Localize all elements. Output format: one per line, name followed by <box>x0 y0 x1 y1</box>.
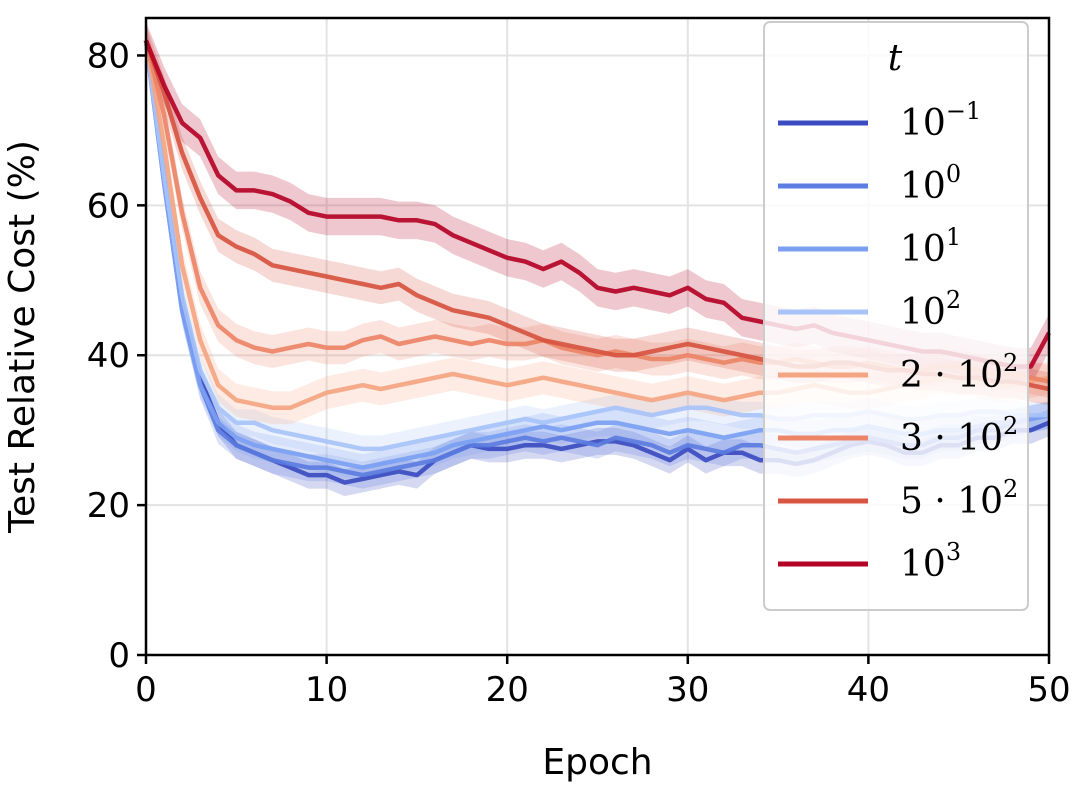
legend-label-base: 10 <box>900 103 946 144</box>
legend-item-7: 103 <box>778 538 961 585</box>
legend-label-exponent: 2 <box>1003 475 1018 503</box>
legend-label-base: 2 · 10 <box>900 355 1003 396</box>
legend-item-2: 101 <box>778 223 961 270</box>
legend-label: 102 <box>900 286 961 333</box>
legend-label-base: 10 <box>900 229 946 270</box>
legend-label-base: 10 <box>900 166 946 207</box>
legend-label: 100 <box>900 160 961 207</box>
legend-item-0: 10−1 <box>778 97 981 144</box>
x-tick-label: 20 <box>486 670 529 710</box>
y-axis-ticks: 0 20 40 60 80 <box>87 36 146 676</box>
legend-item-4: 2 · 102 <box>778 349 1018 396</box>
legend-box <box>763 21 1029 611</box>
x-tick-label: 10 <box>305 670 348 710</box>
legend-label-exponent: 2 <box>946 286 961 314</box>
legend-label-exponent: 1 <box>946 223 961 251</box>
legend-item-3: 102 <box>778 286 961 333</box>
y-tick-label: 60 <box>87 186 130 226</box>
x-axis-label: Epoch <box>542 742 652 783</box>
x-tick-label: 30 <box>666 670 709 710</box>
legend-label: 101 <box>900 223 961 270</box>
legend-item-1: 100 <box>778 160 961 207</box>
legend-label-exponent: 0 <box>946 160 961 188</box>
legend-item-5: 3 · 102 <box>778 412 1018 459</box>
legend-label-exponent: 3 <box>946 538 961 566</box>
legend-label-exponent: 2 <box>1003 349 1018 377</box>
legend-title: t <box>888 38 903 79</box>
x-tick-label: 0 <box>135 670 157 710</box>
legend-label-base: 10 <box>900 292 946 333</box>
x-tick-label: 40 <box>847 670 890 710</box>
legend-item-6: 5 · 102 <box>778 475 1018 522</box>
x-tick-label: 50 <box>1027 670 1070 710</box>
legend-label: 103 <box>900 538 961 585</box>
legend-label-exponent: −1 <box>946 97 981 125</box>
legend-label-base: 10 <box>900 544 946 585</box>
legend-label-exponent: 2 <box>1003 412 1018 440</box>
y-tick-label: 20 <box>87 486 130 526</box>
legend-label: 10−1 <box>900 97 981 144</box>
y-tick-label: 80 <box>87 36 130 76</box>
legend-label: 5 · 102 <box>900 475 1018 522</box>
y-tick-label: 40 <box>87 336 130 376</box>
x-axis-ticks: 0 10 20 30 40 50 <box>135 655 1071 710</box>
legend-label: 2 · 102 <box>900 349 1018 396</box>
y-axis-label: Test Relative Cost (%) <box>2 140 43 534</box>
plot-frame <box>144 16 1051 657</box>
legend-label-base: 3 · 10 <box>900 418 1003 459</box>
y-tick-label: 0 <box>108 636 130 676</box>
legend-label: 3 · 102 <box>900 412 1018 459</box>
legend-label-base: 5 · 10 <box>900 481 1003 522</box>
